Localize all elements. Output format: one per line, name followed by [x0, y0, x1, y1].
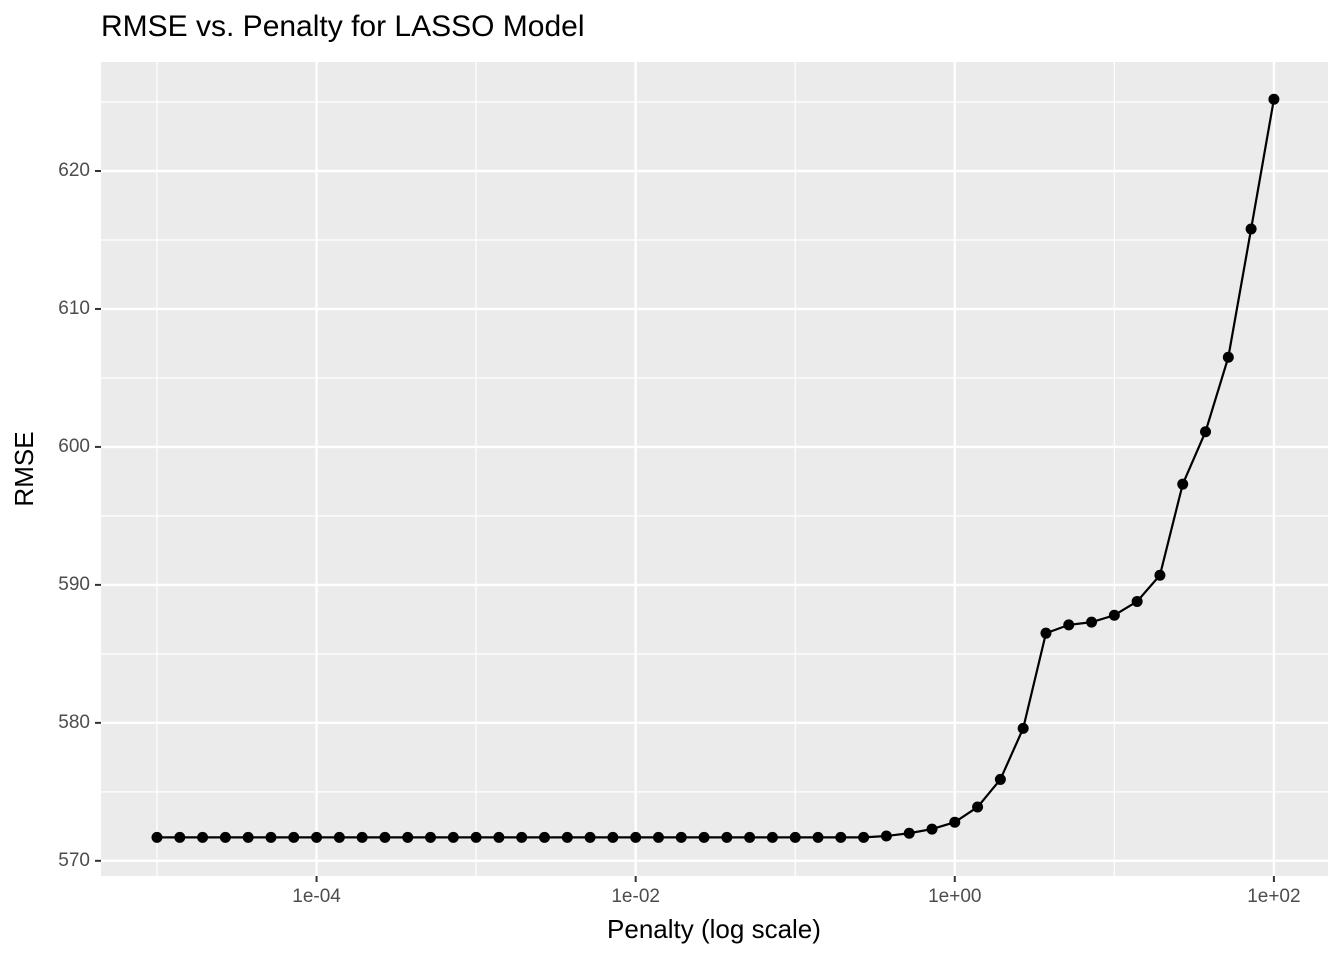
point	[880, 830, 892, 842]
point	[151, 831, 163, 843]
point	[675, 831, 687, 843]
point	[721, 831, 733, 843]
point	[242, 831, 254, 843]
x-tick-label: 1e-02	[611, 886, 660, 907]
point	[812, 831, 824, 843]
point	[1017, 722, 1029, 734]
point	[470, 831, 482, 843]
point	[333, 831, 345, 843]
y-tick-label: 610	[58, 298, 90, 319]
point	[1086, 616, 1098, 628]
point	[197, 831, 209, 843]
x-tick-label: 1e+00	[928, 886, 981, 907]
point	[584, 831, 596, 843]
panel	[101, 62, 1328, 876]
point	[402, 831, 414, 843]
y-tick-label: 580	[58, 712, 90, 733]
point	[1245, 223, 1257, 235]
y-tick-label: 590	[58, 574, 90, 595]
point	[1154, 569, 1166, 581]
point	[425, 831, 437, 843]
point	[1177, 478, 1189, 490]
point	[972, 801, 984, 813]
point	[1040, 627, 1052, 639]
point	[698, 831, 710, 843]
point	[994, 773, 1006, 785]
point	[288, 831, 300, 843]
point	[447, 831, 459, 843]
chart-title: RMSE vs. Penalty for LASSO Model	[101, 10, 585, 43]
x-tick-label: 1e-04	[292, 886, 341, 907]
point	[1200, 426, 1212, 438]
point	[561, 831, 573, 843]
point	[265, 831, 277, 843]
point	[630, 831, 642, 843]
point	[1063, 619, 1075, 631]
point	[379, 831, 391, 843]
y-tick-label: 620	[58, 160, 90, 181]
point	[652, 831, 664, 843]
point	[219, 831, 231, 843]
point	[926, 823, 938, 835]
point	[356, 831, 368, 843]
point	[174, 831, 186, 843]
point	[766, 831, 778, 843]
point	[835, 831, 847, 843]
point	[516, 831, 528, 843]
point	[311, 831, 323, 843]
point	[858, 831, 870, 843]
point	[949, 816, 961, 828]
x-axis-label: Penalty (log scale)	[607, 914, 821, 944]
point	[1222, 351, 1234, 363]
y-tick-label: 600	[58, 436, 90, 457]
y-tick-label: 570	[58, 850, 90, 871]
point	[1108, 609, 1120, 621]
y-axis-label: RMSE	[9, 431, 39, 506]
point	[789, 831, 801, 843]
point	[493, 831, 505, 843]
point	[1268, 93, 1280, 105]
point	[903, 827, 915, 839]
point	[607, 831, 619, 843]
point	[538, 831, 550, 843]
point	[744, 831, 756, 843]
x-tick-label: 1e+02	[1247, 886, 1300, 907]
point	[1131, 595, 1143, 607]
